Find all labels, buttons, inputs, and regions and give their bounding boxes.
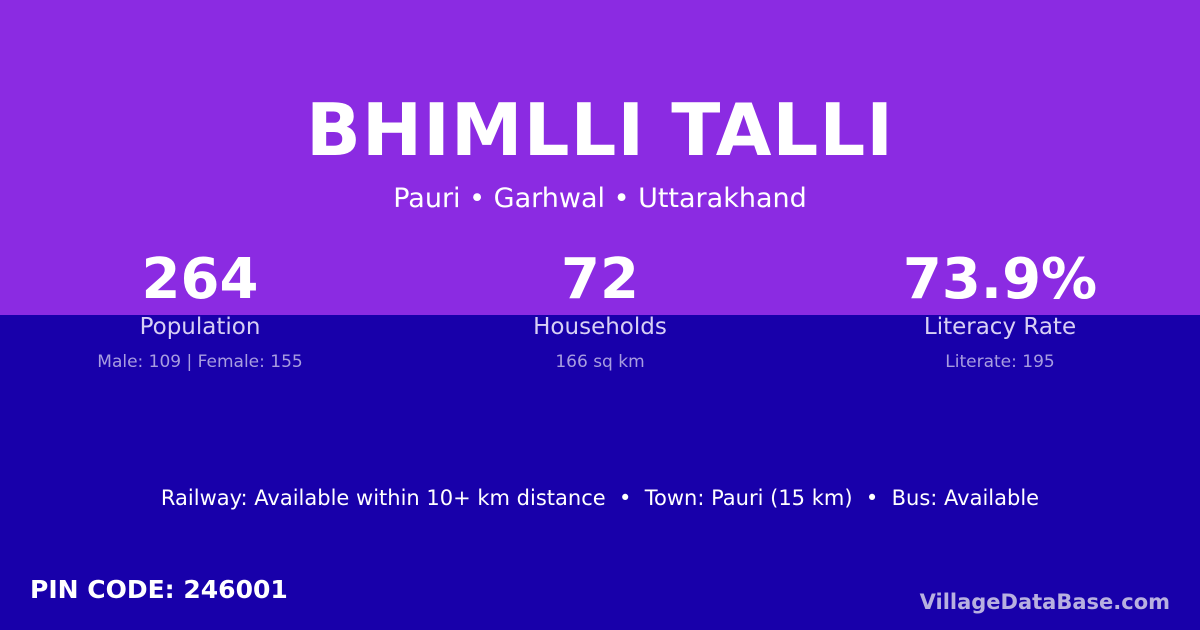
location-breadcrumb: Pauri • Garhwal • Uttarakhand [393,183,807,214]
stat-label: Population [139,314,261,340]
stat-detail: Literate: 195 [945,352,1055,372]
stat-detail: Male: 109 | Female: 155 [97,352,303,372]
stat-households: 72 Households 166 sq km [400,247,800,373]
village-title: BHIMLLI TALLI [306,88,894,172]
stat-value: 264 [141,247,259,312]
stat-label: Literacy Rate [923,314,1077,340]
brand-logo: VillageDataBase.com [919,590,1170,614]
stat-label: Households [533,314,667,340]
stat-population: 264 Population Male: 109 | Female: 155 [0,247,400,373]
connectivity-info: Railway: Available within 10+ km distanc… [160,486,1040,510]
footer-band [0,315,1200,630]
pin-code: PIN CODE: 246001 [30,575,288,604]
stat-value: 73.9% [902,247,1098,312]
stat-literacy: 73.9% Literacy Rate Literate: 195 [800,247,1200,373]
stat-value: 72 [561,247,639,312]
header-band [0,0,1200,315]
stat-detail: 166 sq km [555,352,645,372]
